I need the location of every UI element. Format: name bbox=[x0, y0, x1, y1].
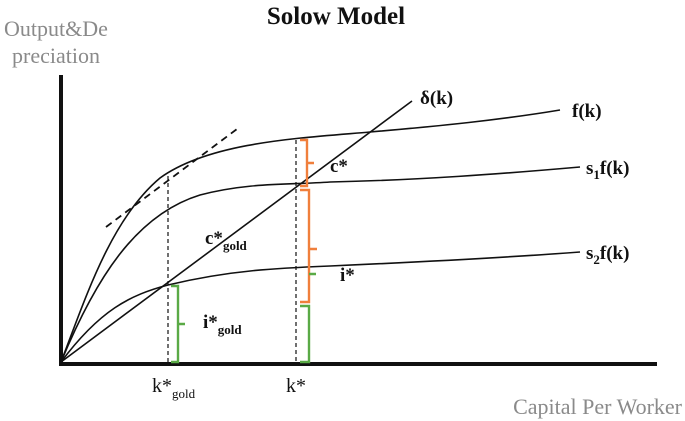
saving-2-label: s2f(k) bbox=[586, 243, 629, 267]
output-curve bbox=[60, 109, 561, 363]
c-star-gold-brace bbox=[300, 188, 317, 304]
x-axis-title: Capital Per Worker bbox=[513, 394, 683, 419]
saving-1-curve bbox=[60, 166, 581, 363]
depreciation-line bbox=[60, 100, 413, 363]
c-star-gold-label: c*gold bbox=[205, 228, 248, 253]
tangent-line bbox=[105, 128, 238, 228]
diagram-title: Solow Model bbox=[267, 3, 405, 30]
c-star-label: c* bbox=[330, 156, 348, 177]
k-star-gold-tick-label: k*gold bbox=[152, 375, 196, 401]
saving-2-curve bbox=[60, 251, 581, 363]
i-star-gold-label: i*gold bbox=[203, 312, 242, 337]
y-axis-title-line1: Output&De bbox=[4, 16, 108, 41]
i-star-brace bbox=[300, 272, 316, 364]
c-star-brace bbox=[300, 138, 314, 188]
saving-1-label: s1f(k) bbox=[586, 158, 629, 182]
i-star-gold-brace bbox=[171, 284, 185, 364]
depreciation-label: δ(k) bbox=[420, 88, 453, 109]
output-label: f(k) bbox=[572, 101, 602, 122]
k-star-tick-label: k* bbox=[286, 375, 306, 397]
y-axis-title-line2: preciation bbox=[12, 43, 100, 68]
i-star-label: i* bbox=[340, 265, 355, 286]
